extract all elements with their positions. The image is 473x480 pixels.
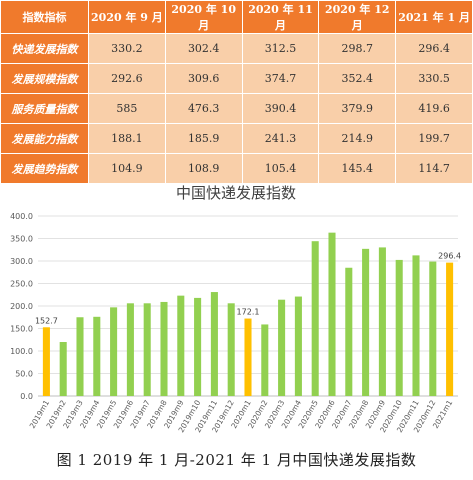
bar-2020m4: [294, 296, 302, 396]
y-tick-label: 100.0: [10, 347, 33, 356]
table-row: 服务质量指数 585 476.3 390.4 379.9 419.6: [0, 93, 473, 124]
table-cell: 374.7: [241, 63, 320, 94]
header-2020-09: 2020 年 9 月: [88, 0, 166, 34]
bar-2019m2: [59, 342, 67, 396]
bar-2019m10: [194, 297, 202, 396]
table-cell: 330.5: [395, 63, 473, 94]
table-cell: 185.9: [164, 123, 243, 154]
table-cell: 379.9: [318, 93, 397, 124]
data-label-2021m1: 296.4: [438, 252, 461, 261]
bar-2019m9: [177, 295, 185, 396]
table-cell: 199.7: [395, 123, 473, 154]
header-2020-12: 2020 年 12 月: [318, 0, 397, 34]
y-tick-label: 0.0: [20, 392, 33, 401]
header-2020-11: 2020 年 11 月: [241, 0, 320, 34]
bar-2019m12: [227, 303, 235, 396]
table-row: 快递发展指数 330.2 302.4 312.5 298.7 296.4: [0, 33, 473, 64]
table-cell: 114.7: [395, 153, 473, 184]
bar-2020m5: [311, 241, 319, 396]
data-label-2020m1: 172.1: [237, 308, 260, 317]
row-label: 发展能力指数: [0, 123, 89, 154]
table-cell: 476.3: [164, 93, 243, 124]
bar-2019m5: [110, 307, 118, 396]
table-cell: 296.4: [395, 33, 473, 64]
y-tick-label: 250.0: [10, 280, 33, 289]
y-tick-label: 400.0: [10, 212, 33, 221]
data-label-2019m1: 152.7: [35, 316, 58, 325]
table-cell: 298.7: [318, 33, 397, 64]
y-tick-label: 350.0: [10, 235, 33, 244]
bar-2020m10: [395, 259, 403, 396]
figure-caption: 图 1 2019 年 1 月-2021 年 1 月中国快递发展指数: [56, 451, 417, 469]
bar-2019m3: [76, 317, 84, 396]
y-axis-ticks: 0.0 50.0 100.0 150.0 200.0 250.0 300.0 350.0 400…: [10, 212, 33, 401]
table-row: 发展能力指数 188.1 185.9 241.3 214.9 199.7: [0, 123, 473, 154]
table-cell: 330.2: [88, 33, 166, 64]
bar-2020m9: [378, 247, 386, 396]
table-cell: 108.9: [164, 153, 243, 184]
header-2021-01: 2021 年 1 月: [395, 0, 473, 34]
table-cell: 585: [88, 93, 166, 124]
bar-2019m7: [143, 303, 151, 396]
y-tick-label: 50.0: [15, 370, 33, 379]
table-cell: 419.6: [395, 93, 473, 124]
table-cell: 214.9: [318, 123, 397, 154]
bar-2020m12: [429, 261, 437, 396]
bars: [42, 232, 454, 396]
bar-2020m2: [261, 324, 269, 396]
table-cell: 312.5: [241, 33, 320, 64]
bar-2019m11: [210, 292, 218, 396]
bar-2020m1: [244, 318, 252, 396]
bar-2020m7: [345, 267, 353, 396]
table-header-row: 指数指标 2020 年 9 月 2020 年 10 月 2020 年 11 月 …: [0, 0, 473, 34]
table-row: 发展规模指数 292.6 309.6 374.7 352.4 330.5: [0, 63, 473, 94]
table-cell: 390.4: [241, 93, 320, 124]
bar-2020m6: [328, 232, 336, 396]
table-cell: 145.4: [318, 153, 397, 184]
table-cell: 292.6: [88, 63, 166, 94]
y-tick-label: 300.0: [10, 257, 33, 266]
bar-2019m6: [126, 303, 134, 396]
header-2020-10: 2020 年 10 月: [164, 0, 243, 34]
bar-2020m11: [412, 255, 420, 396]
bar-2021m1: [446, 262, 454, 396]
bar-2019m1: [42, 327, 50, 396]
y-tick-label: 150.0: [10, 325, 33, 334]
y-tick-label: 200.0: [10, 302, 33, 311]
data-labels: 152.7 172.1 296.4: [35, 252, 461, 326]
row-label: 服务质量指数: [0, 93, 89, 124]
bar-2020m3: [278, 299, 286, 396]
table-cell: 309.6: [164, 63, 243, 94]
bar-2019m4: [93, 316, 101, 396]
bar-2020m8: [362, 248, 370, 396]
table-cell: 352.4: [318, 63, 397, 94]
header-indicator: 指数指标: [0, 0, 89, 34]
table-cell: 302.4: [164, 33, 243, 64]
row-label: 发展趋势指数: [0, 153, 89, 184]
bar-2019m8: [160, 301, 168, 396]
table-cell: 241.3: [241, 123, 320, 154]
table-row: 发展趋势指数 104.9 108.9 105.4 145.4 114.7: [0, 153, 473, 184]
row-label: 快递发展指数: [0, 33, 89, 64]
index-table: 指数指标 2020 年 9 月 2020 年 10 月 2020 年 11 月 …: [0, 0, 473, 184]
x-axis-ticks: 2019m12019m22019m32019m42019m52019m62019…: [28, 398, 455, 434]
row-label: 发展规模指数: [0, 63, 89, 94]
chart-title: 中国快递发展指数: [176, 184, 296, 202]
express-index-bar-chart: 中国快递发展指数 0.0 50.0 100.0 150.0 200.0 250.0 300.…: [10, 184, 461, 434]
table-cell: 188.1: [88, 123, 166, 154]
